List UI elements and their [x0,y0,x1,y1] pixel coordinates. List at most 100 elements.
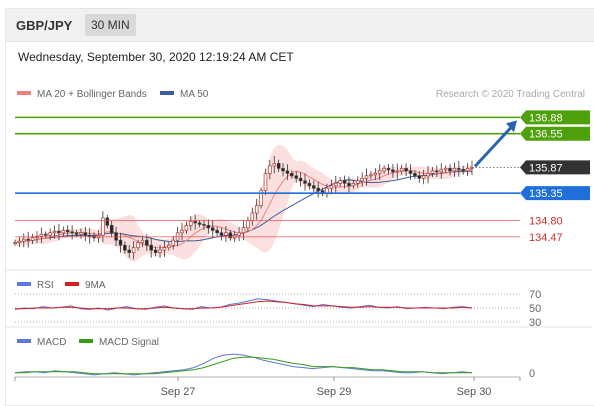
ma20-legend-label: MA 20 + Bollinger Bands [37,89,147,100]
candle [228,232,233,239]
candle [281,168,285,172]
macd-tick-label: 0 [529,368,535,380]
header-bar: GBP/JPY 30 MIN [6,9,594,42]
x-tick-label: Sep 30 [457,386,492,398]
candle [338,180,342,184]
candle [145,239,149,246]
rsi-legend-label: RSI [37,280,54,291]
rsi-ma-legend-swatch [65,282,79,286]
candle [215,229,219,234]
interval-button[interactable]: 30 MIN [85,14,136,36]
candle [193,221,197,224]
level-label: 136.55 [529,129,563,141]
candle [312,185,316,189]
candle [57,230,61,234]
candle [22,238,26,242]
candle [360,177,364,182]
projection-arrowhead [506,120,517,133]
candle [382,168,386,172]
candle [347,182,351,187]
candle [448,168,452,172]
candle [210,227,215,231]
ma50-legend-label: MA 50 [180,89,209,100]
projection-arrow [473,124,515,168]
credit-text: Research © 2020 Trading Central [436,89,585,100]
candle [83,232,88,236]
level-label: 135.87 [529,162,563,174]
candle [13,242,17,245]
signal-legend-swatch [79,339,93,343]
candle [149,244,153,251]
candle [158,249,162,253]
candle [395,170,400,173]
candle [65,229,70,233]
candle [254,205,259,214]
candle [417,175,422,179]
candle [276,163,281,169]
candle [439,169,443,173]
candle [44,233,48,236]
x-tick-label: Sep 27 [161,386,196,398]
candle [101,217,105,236]
signal-legend-label: MACD Signal [99,337,159,348]
candle [74,232,79,235]
candle [184,225,189,231]
candle [408,170,413,174]
candle [465,168,470,172]
chart-widget: GBP/JPY 30 MIN Wednesday, September 30, … [5,8,594,406]
macd-legend-swatch [17,339,31,343]
candle [219,232,224,236]
candle [39,233,44,237]
candle [131,247,136,254]
candle [391,169,395,173]
macd-panel: 0 [14,353,535,380]
candle [202,224,206,226]
candle [224,232,228,236]
candle [118,239,123,246]
candle [241,227,246,234]
candle [180,229,184,234]
candle [109,225,114,234]
x-tick-label: Sep 29 [317,386,352,398]
x-axis: Sep 27 Sep 29 Sep 30 [14,376,521,398]
candle [373,173,378,176]
candle [435,170,439,173]
ma50-legend-swatch [160,91,174,95]
level-tag [520,110,590,125]
candle [140,239,145,244]
candle [303,180,307,184]
candle [272,163,277,167]
rsi-tick-label: 70 [529,289,541,301]
candle [263,173,268,192]
ma20-legend-swatch [17,91,31,95]
level-label: 134.80 [529,215,563,227]
candle [329,185,334,189]
candle [421,175,426,179]
candle [70,231,74,234]
candle [290,173,294,177]
candle [461,169,465,172]
candle [127,249,131,253]
rsi-legend-swatch [17,282,31,286]
candle [404,168,408,172]
macd-line [14,353,473,376]
candle [351,182,356,187]
candle [153,249,158,253]
candle [167,244,171,249]
candle [162,247,167,251]
candle [30,237,35,241]
candle [452,168,457,172]
candle [26,238,30,241]
level-tag [520,160,590,175]
candle [17,240,22,244]
candle [79,232,83,235]
candle [285,170,290,174]
macd-signal-line [15,356,472,375]
candle [426,173,430,177]
rsi-tick-label: 50 [529,303,541,315]
candle [430,170,435,174]
candle [364,175,369,179]
candle [377,170,382,174]
candle [298,177,303,182]
candle [61,229,66,234]
